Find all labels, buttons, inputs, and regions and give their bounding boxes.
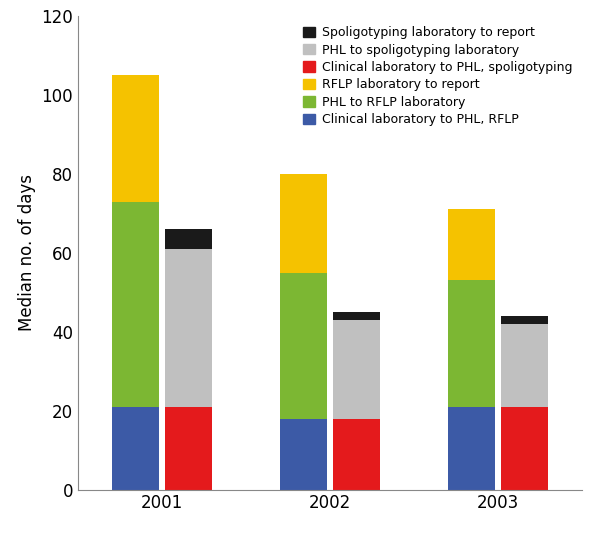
Bar <box>280 273 328 419</box>
Y-axis label: Median no. of days: Median no. of days <box>18 174 36 331</box>
Bar <box>500 324 548 407</box>
Bar <box>164 407 212 490</box>
Bar <box>164 229 212 249</box>
Bar <box>112 75 160 202</box>
Bar <box>164 249 212 407</box>
Bar <box>500 407 548 490</box>
Bar <box>112 202 160 407</box>
Bar <box>332 419 380 490</box>
Bar <box>280 419 328 490</box>
Bar <box>448 280 496 407</box>
Bar <box>448 407 496 490</box>
Bar <box>280 174 328 273</box>
Bar <box>448 209 496 280</box>
Bar <box>332 312 380 320</box>
Bar <box>500 316 548 324</box>
Bar <box>332 320 380 419</box>
Bar <box>112 407 160 490</box>
Legend: Spoligotyping laboratory to report, PHL to spoligotyping laboratory, Clinical la: Spoligotyping laboratory to report, PHL … <box>299 23 576 130</box>
